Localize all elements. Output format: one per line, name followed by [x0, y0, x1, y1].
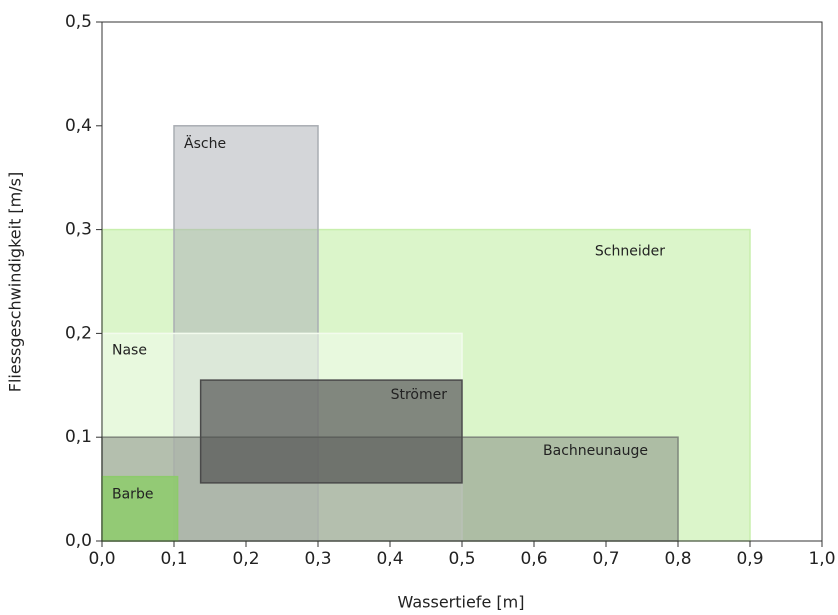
x-tick-label: 0,3: [304, 549, 331, 569]
x-tick-label: 0,1: [160, 549, 187, 569]
x-tick-label: 0,4: [376, 549, 403, 569]
x-tick-label: 0,0: [88, 549, 115, 569]
x-tick-label: 0,2: [232, 549, 259, 569]
y-tick-label: 0,4: [65, 116, 92, 136]
x-tick-label: 0,8: [664, 549, 691, 569]
series-label: Barbe: [112, 487, 153, 503]
x-tick-label: 1,0: [808, 549, 835, 569]
y-tick-label: 0,3: [65, 220, 92, 240]
y-tick-label: 0,5: [65, 12, 92, 32]
y-tick-label: 0,1: [65, 427, 92, 447]
y-axis-label: Fliessgeschwindigkeit [m/s]: [6, 172, 25, 392]
x-axis-label: Wassertiefe [m]: [398, 593, 525, 612]
y-tick-label: 0,2: [65, 323, 92, 343]
series-label: Nase: [112, 342, 147, 358]
series-label: Äsche: [184, 134, 226, 152]
x-tick-label: 0,7: [592, 549, 619, 569]
series-label: Schneider: [595, 244, 665, 260]
series-label: Strömer: [391, 387, 448, 403]
x-tick-label: 0,5: [448, 549, 475, 569]
y-tick-label: 0,0: [65, 531, 92, 551]
x-tick-label: 0,6: [520, 549, 547, 569]
x-tick-label: 0,9: [736, 549, 763, 569]
range-box: [199, 379, 463, 484]
series-label: Bachneunauge: [543, 443, 648, 459]
